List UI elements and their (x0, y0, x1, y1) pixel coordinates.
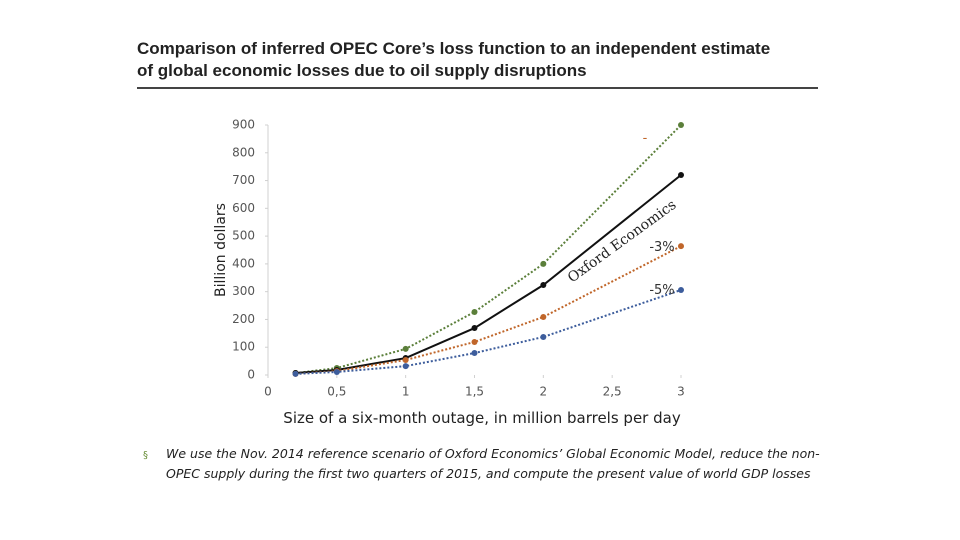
data-point (678, 287, 684, 293)
data-point (471, 308, 478, 315)
y-tick-label: 300 (232, 284, 255, 298)
x-tick-label: 2,5 (603, 385, 622, 399)
title-line: Comparison of inferred OPEC Core’s loss … (137, 39, 770, 58)
x-tick-label: 0 (264, 385, 272, 399)
title-line: of global economic losses due to oil sup… (137, 61, 587, 80)
annotation: - (643, 131, 648, 146)
series-line (295, 174, 682, 375)
y-tick-label: 800 (232, 145, 255, 159)
series-label: -5% (649, 283, 674, 298)
data-point (292, 370, 299, 377)
series-line (295, 124, 682, 375)
data-point (540, 333, 547, 340)
series-label: -3% (649, 240, 674, 255)
data-point (540, 282, 547, 288)
data-point (471, 350, 478, 357)
series-line (295, 289, 682, 375)
data-point (402, 345, 409, 352)
bullet: § (143, 450, 148, 461)
data-point (678, 243, 684, 250)
footnote-line: We use the Nov. 2014 reference scenario … (166, 446, 820, 461)
y-tick-label: 400 (232, 256, 255, 270)
x-tick-label: 2 (540, 385, 548, 399)
y-tick-label: 700 (232, 173, 255, 187)
x-axis-label: Size of a six-month outage, in million b… (283, 409, 681, 427)
footnote-line: OPEC supply during the first two quarter… (166, 466, 811, 481)
data-point (471, 325, 478, 332)
data-point (678, 172, 684, 178)
x-tick-label: 1 (402, 385, 410, 399)
y-tick-label: 900 (232, 118, 255, 132)
x-tick-label: 0,5 (327, 385, 346, 399)
y-tick-label: 0 (247, 368, 255, 382)
y-tick-label: 200 (232, 312, 255, 326)
data-point (540, 260, 547, 267)
data-point (333, 368, 340, 375)
y-axis-label: Billion dollars (213, 203, 229, 297)
series-line (295, 245, 682, 375)
data-point (678, 122, 684, 128)
x-tick-label: 1,5 (465, 385, 484, 399)
data-point (402, 357, 409, 363)
y-tick-label: 600 (232, 201, 255, 215)
data-point (402, 363, 409, 370)
x-tick-label: 3 (677, 385, 685, 399)
y-tick-label: 100 (232, 340, 255, 354)
data-point (540, 313, 547, 320)
data-point (471, 338, 478, 345)
y-tick-label: 500 (232, 229, 255, 243)
